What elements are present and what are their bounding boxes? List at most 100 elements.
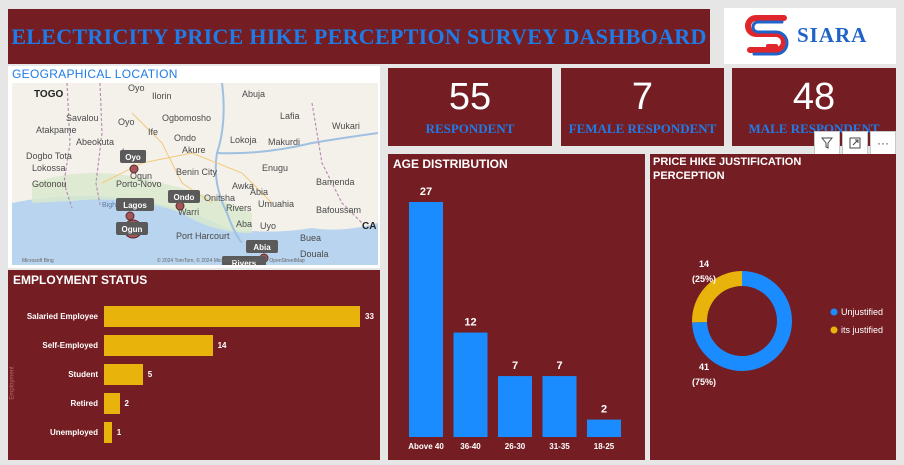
map-place-label: Oyo (118, 117, 135, 127)
map-bubble-label: Ogun (122, 225, 143, 234)
employment-bar[interactable] (104, 306, 360, 327)
justification-title: PRICE HIKE JUSTIFICATION PERCEPTION (653, 156, 802, 182)
age-category-label: 26-30 (505, 442, 526, 451)
donut-slice[interactable] (692, 271, 742, 323)
donut-value-label: 41 (699, 362, 709, 372)
age-bar[interactable] (409, 202, 443, 437)
map-place-label: CA (362, 221, 376, 232)
age-value-label: 7 (512, 360, 518, 372)
map-place-label: Makurdi (268, 137, 300, 147)
age-value-label: 2 (601, 404, 607, 416)
map-place-label: Bamenda (316, 177, 355, 187)
map-bubble-tag (120, 150, 146, 163)
donut-percent-label: (75%) (692, 377, 716, 387)
age-bar-chart: 27 Above 40 12 36-40 7 26-30 7 31-35 2 18-25 (408, 186, 621, 451)
map-bubble-label: Abia (253, 243, 271, 252)
employment-bar[interactable] (104, 364, 143, 385)
siara-logo: SIARA (724, 8, 896, 64)
map-place-label: Akure (182, 145, 206, 155)
focus-mode-icon[interactable] (842, 131, 868, 155)
justification-donut-chart: 14 (25%) 41 (75%) Unjustified its justified (692, 259, 883, 387)
age-bar[interactable] (498, 376, 532, 437)
dashboard-title: ELECTRICITY PRICE HIKE PERCEPTION SURVEY… (11, 23, 707, 49)
dashboard-title-bar: ELECTRICITY PRICE HIKE PERCEPTION SURVEY… (8, 9, 710, 64)
age-bar[interactable] (453, 332, 488, 437)
map-place-label: Buea (300, 233, 321, 243)
map-place-label: Benin City (176, 167, 218, 177)
age-category-label: 31-35 (549, 442, 570, 451)
legend-marker (830, 326, 838, 334)
kpi-respondent-value: 55 (448, 76, 492, 118)
legend-label[interactable]: Unjustified (841, 307, 883, 317)
map-canvas[interactable]: TOGO Oyo Ilorin Savalou Oyo Ogbomosho Abuja Laf… (12, 83, 378, 265)
age-value-label: 12 (464, 317, 476, 329)
kpi-respondent-card: 55 RESPONDENT (388, 68, 552, 146)
map-place-label: Rivers (226, 203, 252, 213)
map-place-label: Abeokuta (76, 137, 114, 147)
employment-value-label: 14 (217, 340, 227, 350)
donut-value-label: 14 (699, 259, 709, 269)
map-place-label: Awka (232, 181, 254, 191)
age-category-label: 36-40 (460, 442, 481, 451)
kpi-female-value: 7 (631, 76, 654, 118)
map-place-label: Warri (178, 207, 199, 217)
map-bubble-marker[interactable] (175, 201, 185, 211)
visual-toolbar: ··· (814, 131, 898, 155)
legend-label[interactable]: its justified (841, 325, 883, 335)
employment-status-title: EMPLOYMENT STATUS (13, 273, 148, 287)
map-title: GEOGRAPHICAL LOCATION (12, 67, 178, 81)
map-bubble-label: Rivers (232, 259, 257, 265)
filter-icon[interactable] (814, 131, 840, 155)
employment-category-label: Retired (70, 398, 98, 408)
legend-marker (830, 308, 838, 316)
age-distribution-panel: AGE DISTRIBUTION 27 Above 40 12 36-40 7 26-30… (388, 154, 645, 460)
employment-category-label: Salaried Employee (26, 311, 98, 321)
map-bubble-marker[interactable] (125, 211, 135, 221)
employment-bar[interactable] (104, 422, 112, 443)
donut-percent-label: (25%) (692, 274, 716, 284)
more-options-icon[interactable]: ··· (870, 131, 896, 155)
kpi-female-label: FEMALE RESPONDENT (568, 121, 717, 136)
map-bubble-label: Oyo (125, 153, 141, 162)
map-place-label: Abuja (242, 89, 265, 99)
map-bubble-marker[interactable] (129, 164, 139, 174)
map-place-label: Dogbo Tota (26, 151, 72, 161)
employment-bar[interactable] (104, 393, 120, 414)
employment-value-label: 33 (365, 311, 374, 321)
map-place-label: Porto-Novo (116, 179, 162, 189)
logo-text: SIARA (797, 23, 868, 47)
employment-value-label: 5 (147, 369, 153, 379)
employment-category-label: Self-Employed (42, 340, 98, 350)
map-bubble-tag (246, 240, 278, 253)
map-place-label: Wukari (332, 121, 360, 131)
geographical-location-map[interactable]: GEOGRAPHICAL LOCATION TOGO Oyo Ilorin Saval… (8, 66, 380, 268)
employment-status-panel: EMPLOYMENT STATUS Employment Salaried Em… (8, 270, 380, 460)
map-place-label: Ogbomosho (162, 113, 211, 123)
employment-value-label: 1 (116, 427, 122, 437)
map-place-label: Gotonou (32, 179, 67, 189)
kpi-female-card: 7 FEMALE RESPONDENT (561, 68, 724, 146)
map-place-label: Lokossa (32, 163, 66, 173)
donut-slice[interactable] (692, 271, 792, 371)
kpi-respondent-label: RESPONDENT (425, 121, 515, 136)
map-bubble-label: Lagos (123, 201, 147, 210)
map-place-label: Uyo (260, 221, 276, 231)
price-hike-justification-panel: PRICE HIKE JUSTIFICATION PERCEPTION 14 (2… (650, 154, 896, 460)
map-place-label: Ogun (130, 171, 152, 181)
age-value-label: 7 (556, 360, 562, 372)
siara-logo-icon (745, 15, 789, 56)
map-place-label: Oyo (128, 83, 145, 93)
map-place-label: Ife (148, 127, 158, 137)
kpi-male-value: 48 (792, 76, 836, 118)
age-distribution-title: AGE DISTRIBUTION (393, 157, 508, 171)
age-bar[interactable] (587, 419, 621, 437)
map-attribution: Microsoft Bing (22, 258, 54, 264)
age-value-label: 27 (420, 186, 432, 198)
map-bubble-tag (116, 198, 154, 211)
map-place-label: Savalou (66, 113, 99, 123)
map-place-label: Ilorin (152, 91, 172, 101)
map-place-label: Port Harcourt (176, 231, 230, 241)
employment-bar[interactable] (104, 335, 213, 356)
age-bar[interactable] (542, 376, 577, 437)
map-place-label: Abia (250, 187, 268, 197)
